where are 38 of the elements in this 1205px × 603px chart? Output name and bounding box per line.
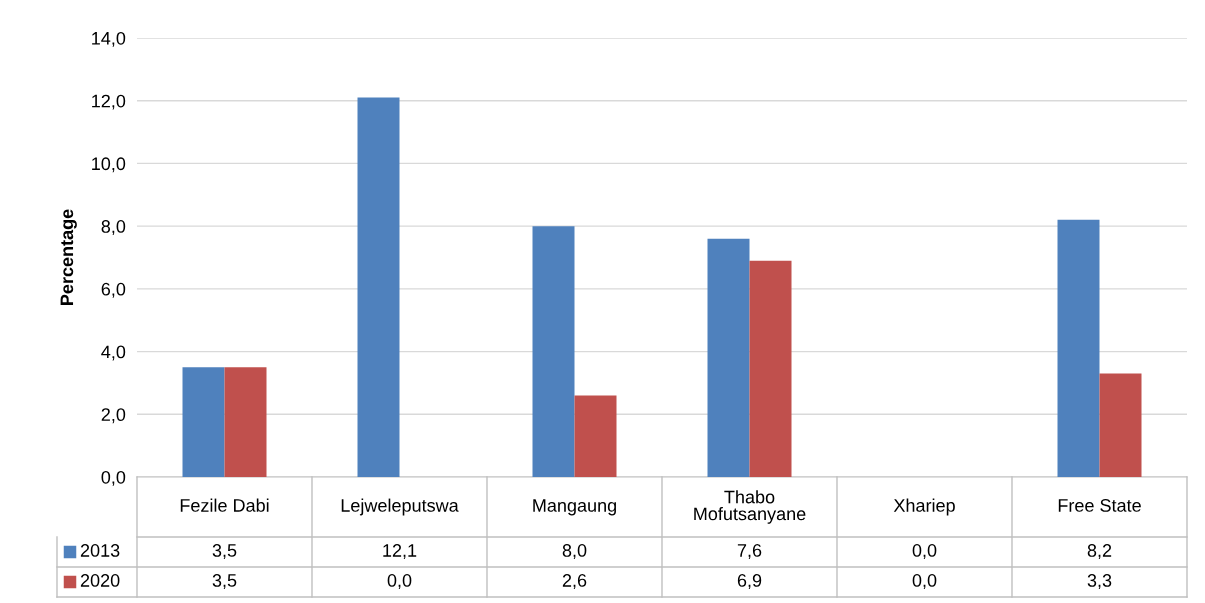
x-tick-label: Mangaung [533,499,617,516]
data-label: 3,5 [212,544,237,559]
bar [357,97,400,477]
data-label: 6,9 [737,574,762,589]
y-tick-label: 12,0 [92,94,126,110]
data-label: 8,0 [562,544,587,559]
bar [707,238,750,477]
data-label: 3,5 [212,574,237,589]
x-tick-label: Xhariep [893,498,955,516]
data-label: 3,3 [1087,574,1112,589]
data-label: 12,1 [383,544,417,559]
legend-label: 2013 [80,544,120,557]
data-label: 8,2 [1087,544,1112,559]
data-label: 0,0 [387,574,412,589]
x-tick-label: Lejweleputswa [341,498,459,516]
data-label: 0,0 [912,544,937,559]
y-tick-label: 0,0 [101,470,126,486]
y-tick-label: 6,0 [101,282,126,298]
bar [574,395,617,477]
y-tick-label: 14,0 [92,31,126,47]
x-tick-label: Thabo Mofutsanyane [694,490,806,524]
x-tick-label: Free State [1058,499,1141,512]
y-tick-label: 8,0 [101,220,126,235]
bar [182,367,225,477]
y-tick-label: 4,0 [101,345,126,361]
x-tick-label: Fezile Dabi [180,498,269,512]
y-tick-label: 2,0 [101,408,126,424]
data-label: 7,6 [737,544,762,559]
bar [532,226,575,477]
bar [1099,373,1142,477]
y-axis-title: Percentage [60,209,77,305]
bar [224,367,267,477]
data-label: 0,0 [912,574,937,589]
y-tick-label: 10,0 [92,157,126,173]
bar [749,260,792,477]
bar [1057,219,1100,477]
data-label: 2,6 [562,574,587,589]
legend-label: 2020 [80,574,120,587]
